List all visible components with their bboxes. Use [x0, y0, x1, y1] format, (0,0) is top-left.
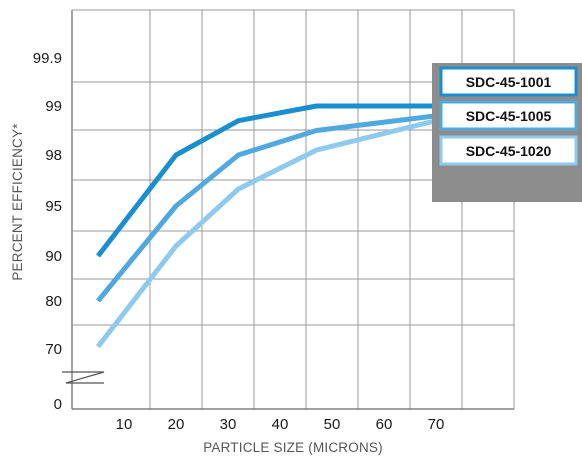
legend: SDC-45-1001 SDC-45-1005 SDC-45-1020 [432, 63, 582, 202]
y-tick-label: 99 [45, 98, 62, 115]
legend-label: SDC-45-1020 [466, 143, 552, 159]
legend-item [439, 66, 578, 97]
x-tick-label: 40 [272, 416, 289, 433]
series-line [96, 113, 437, 303]
legend-label: SDC-45-1005 [466, 108, 552, 124]
series-lines [96, 103, 437, 349]
series-line [96, 103, 436, 258]
y-tick-label: 0 [54, 396, 62, 413]
x-tick-label: 30 [220, 416, 237, 433]
y-tick-label: 70 [45, 341, 62, 358]
y-tick-labels: 0 70 80 90 95 98 99 99.9 [33, 50, 62, 413]
legend-item [439, 135, 578, 166]
legend-label: SDC-45-1001 [466, 74, 552, 90]
x-tick-label: 20 [168, 416, 185, 433]
x-tick-label: 60 [376, 416, 393, 433]
y-tick-label: 98 [45, 147, 62, 164]
x-axis-title: PARTICLE SIZE (MICRONS) [203, 440, 383, 455]
x-tick-labels: 10 20 30 40 50 60 70 [116, 416, 445, 433]
y-axis-title: PERCENT EFFICIENCY* [10, 123, 25, 281]
legend-item [439, 100, 578, 131]
y-tick-label: 90 [45, 248, 62, 265]
axis-break-mark [62, 371, 105, 384]
y-tick-label: 99.9 [33, 50, 62, 67]
series-line [96, 118, 437, 349]
x-tick-label: 50 [324, 416, 341, 433]
y-tick-label: 95 [45, 198, 62, 215]
y-tick-label: 80 [45, 293, 62, 310]
x-tick-label: 10 [116, 416, 133, 433]
x-tick-label: 70 [428, 416, 445, 433]
